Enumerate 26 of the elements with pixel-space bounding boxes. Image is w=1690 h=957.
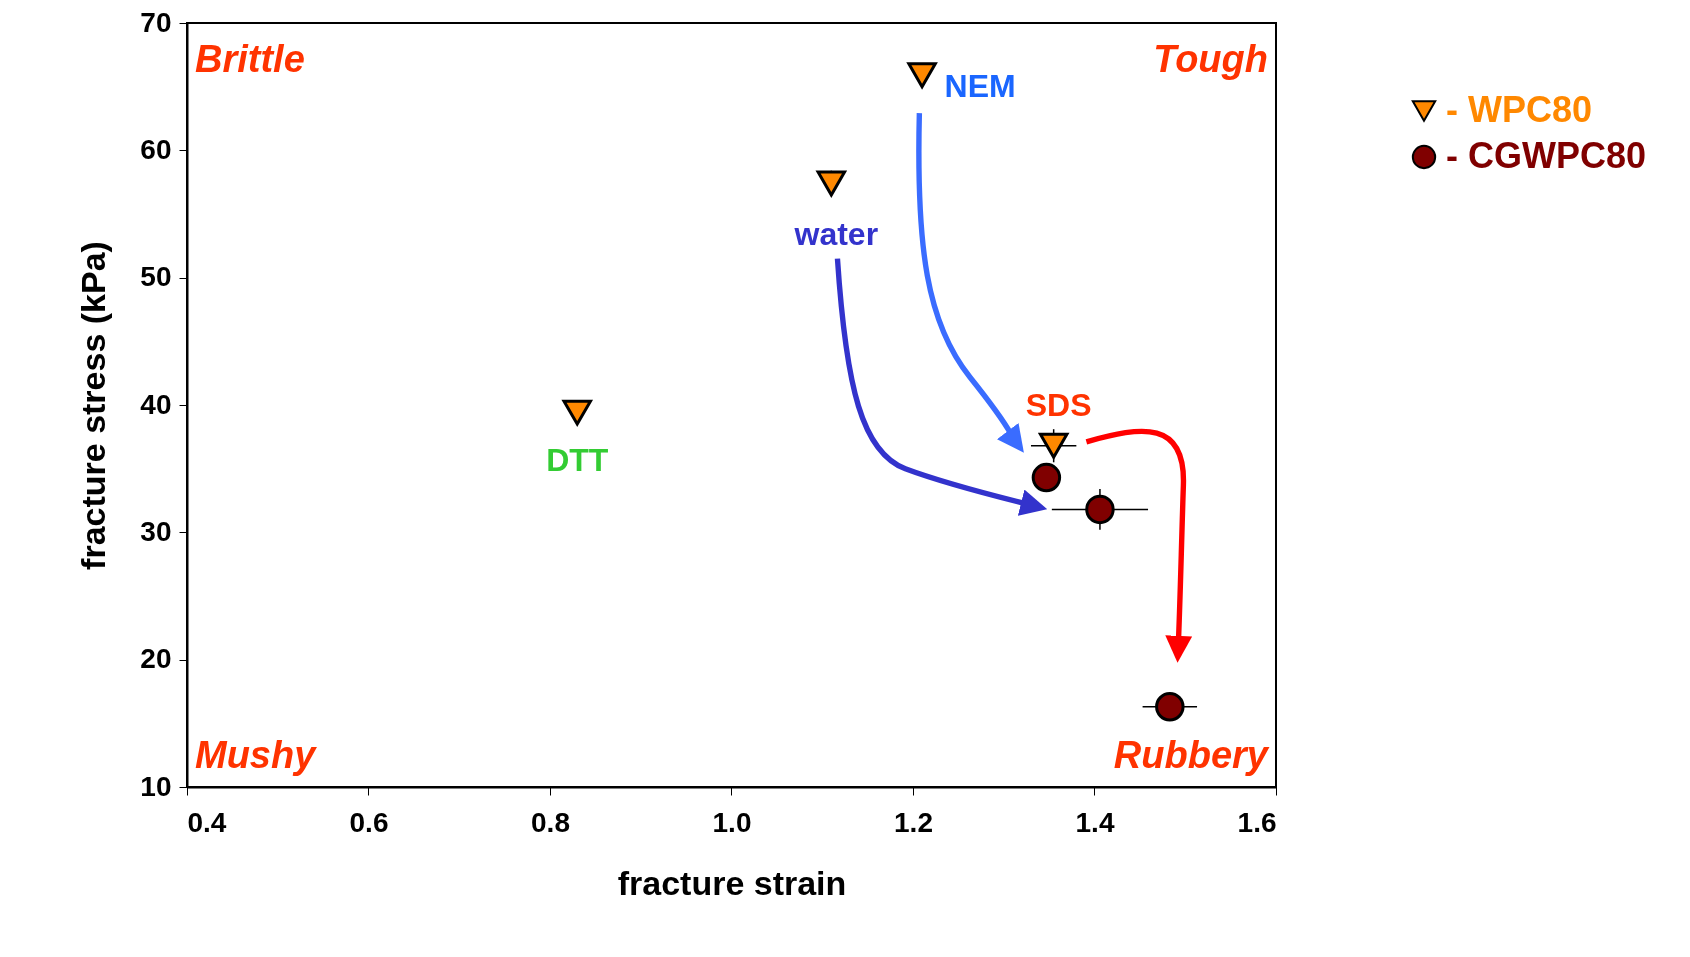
x-axis-title: fracture strain [617, 863, 847, 902]
annotation: Mushy [195, 734, 318, 776]
y-tick-label: 30 [140, 515, 172, 547]
y-tick-label: 20 [140, 643, 172, 675]
annotation: Rubbery [1113, 734, 1270, 776]
x-tick-label: 0.4 [187, 806, 227, 838]
legend-label: - WPC80 [1446, 89, 1593, 130]
x-tick-label: 1.2 [894, 806, 933, 838]
y-tick-label: 40 [140, 388, 172, 420]
y-tick-label: 60 [140, 133, 172, 165]
annotation: Tough [1153, 38, 1268, 80]
y-tick-label: 10 [140, 770, 172, 802]
y-axis-title: fracture stress (kPa) [74, 241, 113, 570]
y-tick-label: 70 [140, 6, 172, 38]
x-tick-label: 0.6 [349, 806, 389, 838]
annotation: water [793, 216, 879, 253]
annotation: Brittle [195, 38, 305, 80]
annotation: NEM [944, 68, 1016, 105]
x-tick-label: 0.8 [531, 806, 570, 838]
y-tick-label: 50 [140, 261, 172, 293]
annotation: DTT [546, 441, 609, 478]
x-tick-label: 1.6 [1237, 806, 1277, 838]
x-tick-label: 1.0 [712, 806, 752, 838]
x-tick-label: 1.4 [1075, 806, 1115, 838]
legend-label: - CGWPC80 [1446, 135, 1647, 176]
annotation: SDS [1025, 386, 1092, 423]
